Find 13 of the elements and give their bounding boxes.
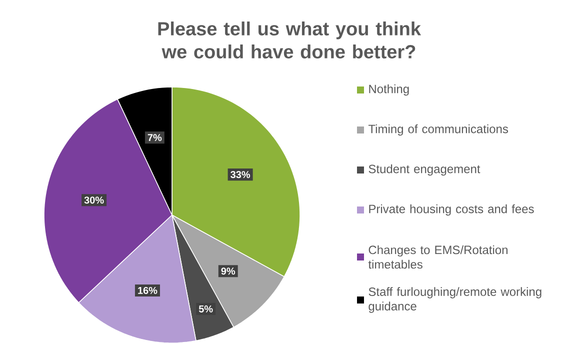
legend-label: Private housing costs and fees xyxy=(369,204,534,216)
legend-label: Student engagement xyxy=(368,164,480,176)
data-label: 16% xyxy=(138,286,158,294)
data-label: 33% xyxy=(230,170,250,178)
legend-label: Nothing xyxy=(369,84,409,96)
legend-label: Changes to EMS/Rotation timetables xyxy=(368,245,508,268)
data-label: 5% xyxy=(198,305,213,312)
data-label: 30% xyxy=(84,196,104,204)
data-label: 9% xyxy=(221,267,236,274)
chart-title: Please tell us what you think we could have done better? xyxy=(158,21,421,58)
data-label: 7% xyxy=(148,134,162,141)
legend-label: Timing of communications xyxy=(368,124,508,136)
legend-label: Staff furloughing/remote working guidance xyxy=(368,286,542,313)
